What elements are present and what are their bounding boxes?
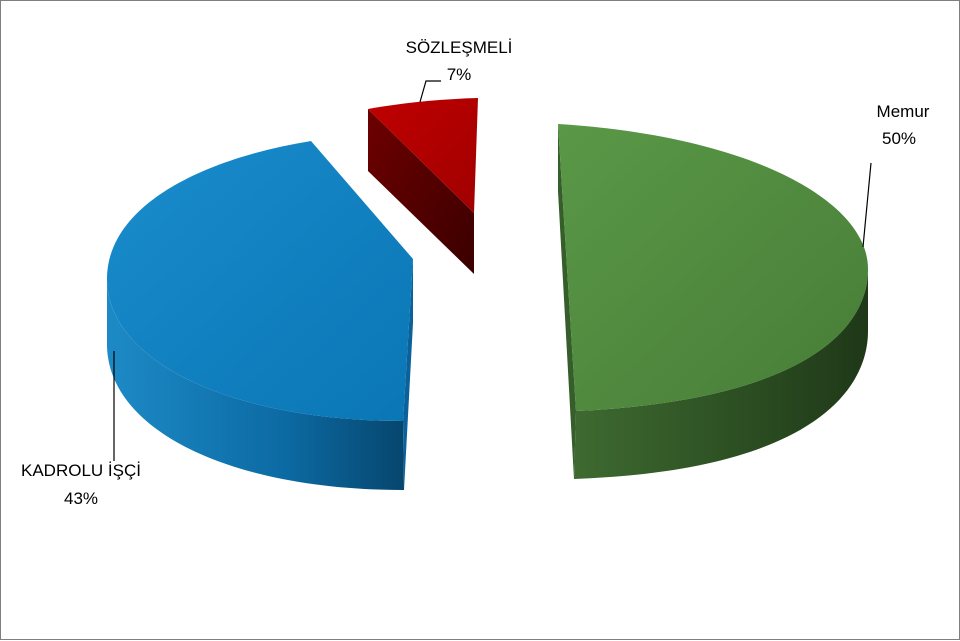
pie-slice-kadrolu-isci-inner-side (403, 259, 413, 490)
pie-slice-kadrolu-isci-top (107, 141, 413, 421)
pie-slice-kadrolu-isci-side (107, 279, 404, 490)
data-label-memur-name: Memur (877, 102, 930, 121)
pie-slice-kadrolu-isci (107, 141, 413, 490)
data-label-sozlesmeli-name: SÖZLEŞMELİ (406, 38, 513, 57)
leader-line-sozlesmeli (419, 80, 441, 103)
data-label-sozlesmeli-percent: 7% (447, 65, 472, 84)
pie-slice-sozlesmeli (368, 98, 478, 274)
leader-line-memur (862, 162, 872, 248)
pie-slice-memur-side (574, 269, 868, 479)
pie-slice-memur-inner-side (558, 124, 576, 479)
data-label-memur-percent: 50% (882, 129, 916, 148)
pie-slice-sozlesmeli-side (368, 109, 474, 274)
pie-slice-memur-top (558, 124, 868, 411)
data-label-kadrolu-isci-percent: 43% (64, 489, 98, 508)
data-label-kadrolu-isci-name: KADROLU İŞÇİ (21, 461, 141, 480)
pie-slice-memur (558, 124, 868, 479)
pie-slice-sozlesmeli-top (368, 98, 478, 213)
